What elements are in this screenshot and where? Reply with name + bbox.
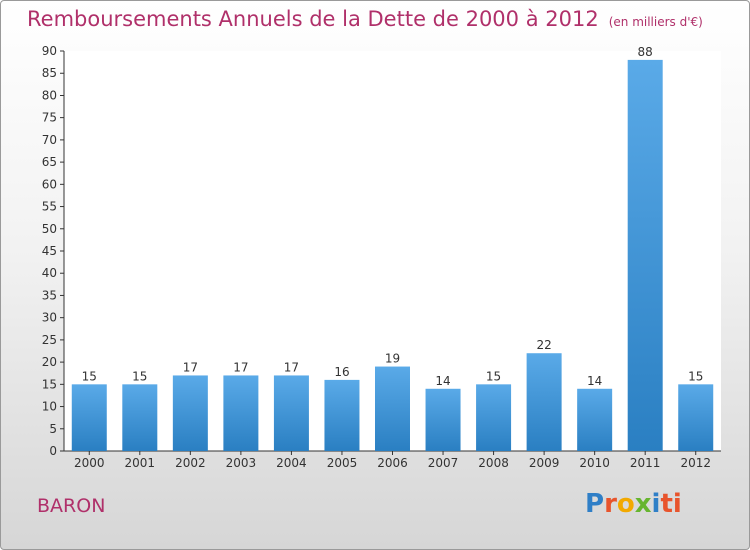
y-tick-label: 5	[49, 422, 57, 436]
bar-value-label: 15	[132, 369, 147, 383]
bar-value-label: 17	[284, 360, 299, 374]
y-tick-label: 75	[42, 111, 57, 125]
chart-subtitle: (en milliers d'€)	[608, 15, 703, 29]
proxiti-logo: Proxiti	[585, 489, 682, 519]
bar	[223, 375, 259, 451]
x-tick-label: 2001	[125, 456, 156, 470]
bar-value-label: 14	[587, 374, 602, 388]
commune-name: BARON	[37, 495, 106, 517]
x-tick-label: 2011	[630, 456, 661, 470]
y-tick-label: 65	[42, 155, 57, 169]
x-tick-label: 2002	[175, 456, 206, 470]
bar	[122, 384, 158, 451]
y-tick-label: 80	[42, 88, 57, 102]
y-tick-label: 40	[42, 266, 57, 280]
x-tick-label: 2000	[74, 456, 105, 470]
x-tick-label: 2007	[428, 456, 459, 470]
bar	[526, 353, 562, 451]
x-tick-label: 2005	[327, 456, 358, 470]
y-tick-label: 55	[42, 200, 57, 214]
bar	[678, 384, 714, 451]
bar	[476, 384, 512, 451]
y-tick-label: 15	[42, 377, 57, 391]
y-tick-label: 90	[42, 44, 57, 58]
bar-value-label: 19	[385, 352, 400, 366]
bar	[172, 375, 208, 451]
y-tick-label: 35	[42, 288, 57, 302]
x-tick-label: 2009	[529, 456, 560, 470]
bar-value-label: 15	[688, 369, 703, 383]
y-tick-label: 45	[42, 244, 57, 258]
x-tick-label: 2006	[377, 456, 408, 470]
bar-value-label: 17	[233, 360, 248, 374]
bar	[71, 384, 107, 451]
bar-value-label: 16	[334, 365, 349, 379]
y-tick-label: 0	[49, 444, 57, 458]
y-tick-label: 70	[42, 133, 57, 147]
bar-value-label: 22	[536, 338, 551, 352]
y-tick-label: 25	[42, 333, 57, 347]
y-tick-label: 60	[42, 177, 57, 191]
x-tick-label: 2010	[579, 456, 610, 470]
bar-value-label: 17	[183, 360, 198, 374]
y-tick-label: 20	[42, 355, 57, 369]
x-tick-label: 2012	[680, 456, 711, 470]
bar-value-label: 88	[638, 45, 653, 59]
bar-value-label: 14	[435, 374, 450, 388]
x-tick-label: 2004	[276, 456, 307, 470]
bar-value-label: 15	[486, 369, 501, 383]
bar	[375, 366, 410, 451]
chart-title-text: Remboursements Annuels de la Dette de 20…	[27, 7, 599, 31]
bar	[627, 59, 663, 452]
bar-value-label: 15	[82, 369, 97, 383]
x-tick-label: 2003	[226, 456, 257, 470]
y-tick-label: 10	[42, 400, 57, 414]
x-tick-label: 2008	[478, 456, 509, 470]
y-tick-label: 30	[42, 311, 57, 325]
y-tick-label: 50	[42, 222, 57, 236]
bar	[577, 388, 613, 451]
y-tick-label: 85	[42, 66, 57, 80]
chart-title: Remboursements Annuels de la Dette de 20…	[27, 7, 703, 31]
bar	[425, 388, 461, 451]
bar	[324, 379, 360, 451]
bar	[273, 375, 309, 451]
